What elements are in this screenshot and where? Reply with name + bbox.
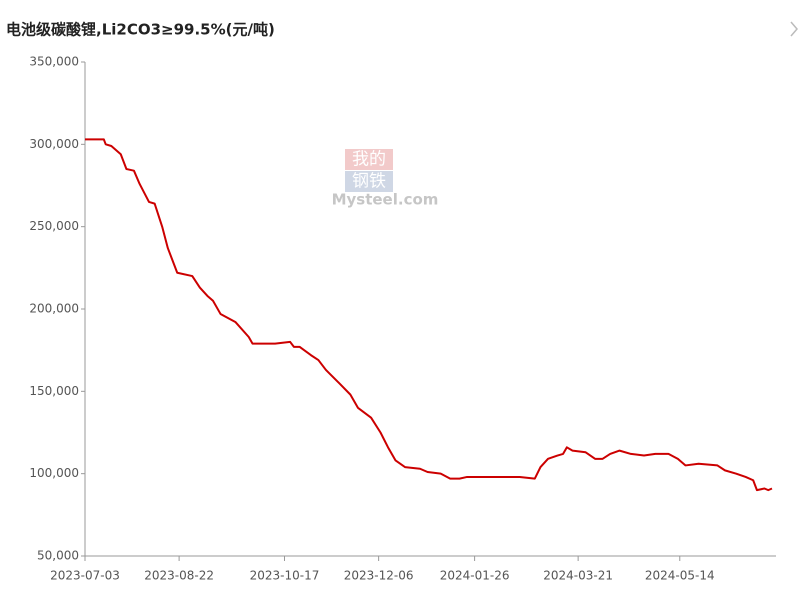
watermark-text: 钢铁 [352, 172, 386, 192]
line-series [85, 138, 773, 492]
watermark-box [345, 149, 393, 170]
watermark-text: Mysteel.com [332, 191, 439, 209]
y-tick-label: 300,000 [29, 137, 79, 151]
x-tick-label: 2023-10-17 [250, 569, 320, 583]
next-arrow[interactable] [790, 21, 798, 37]
y-tick-label: 50,000 [37, 549, 79, 563]
watermark: 我的 钢铁 Mysteel.com [332, 149, 439, 209]
chart-title: 电池级碳酸锂,Li2CO3≥99.5%(元/吨) [6, 21, 275, 39]
x-tick-label: 2023-07-03 [50, 569, 120, 583]
x-tick-label: 2023-08-22 [144, 569, 214, 583]
watermark-text: 我的 [352, 150, 386, 170]
x-tick-label: 2024-03-21 [543, 569, 613, 583]
y-tick-label: 100,000 [29, 466, 79, 480]
watermark-box [345, 171, 393, 192]
y-tick-label: 350,000 [29, 55, 79, 69]
x-tick-label: 2024-05-14 [645, 569, 715, 583]
x-tick-label: 2024-01-26 [440, 569, 510, 583]
x-tick-label: 2023-12-06 [344, 569, 414, 583]
y-tick-label: 250,000 [29, 219, 79, 233]
y-tick-label: 200,000 [29, 302, 79, 316]
y-tick-label: 150,000 [29, 384, 79, 398]
